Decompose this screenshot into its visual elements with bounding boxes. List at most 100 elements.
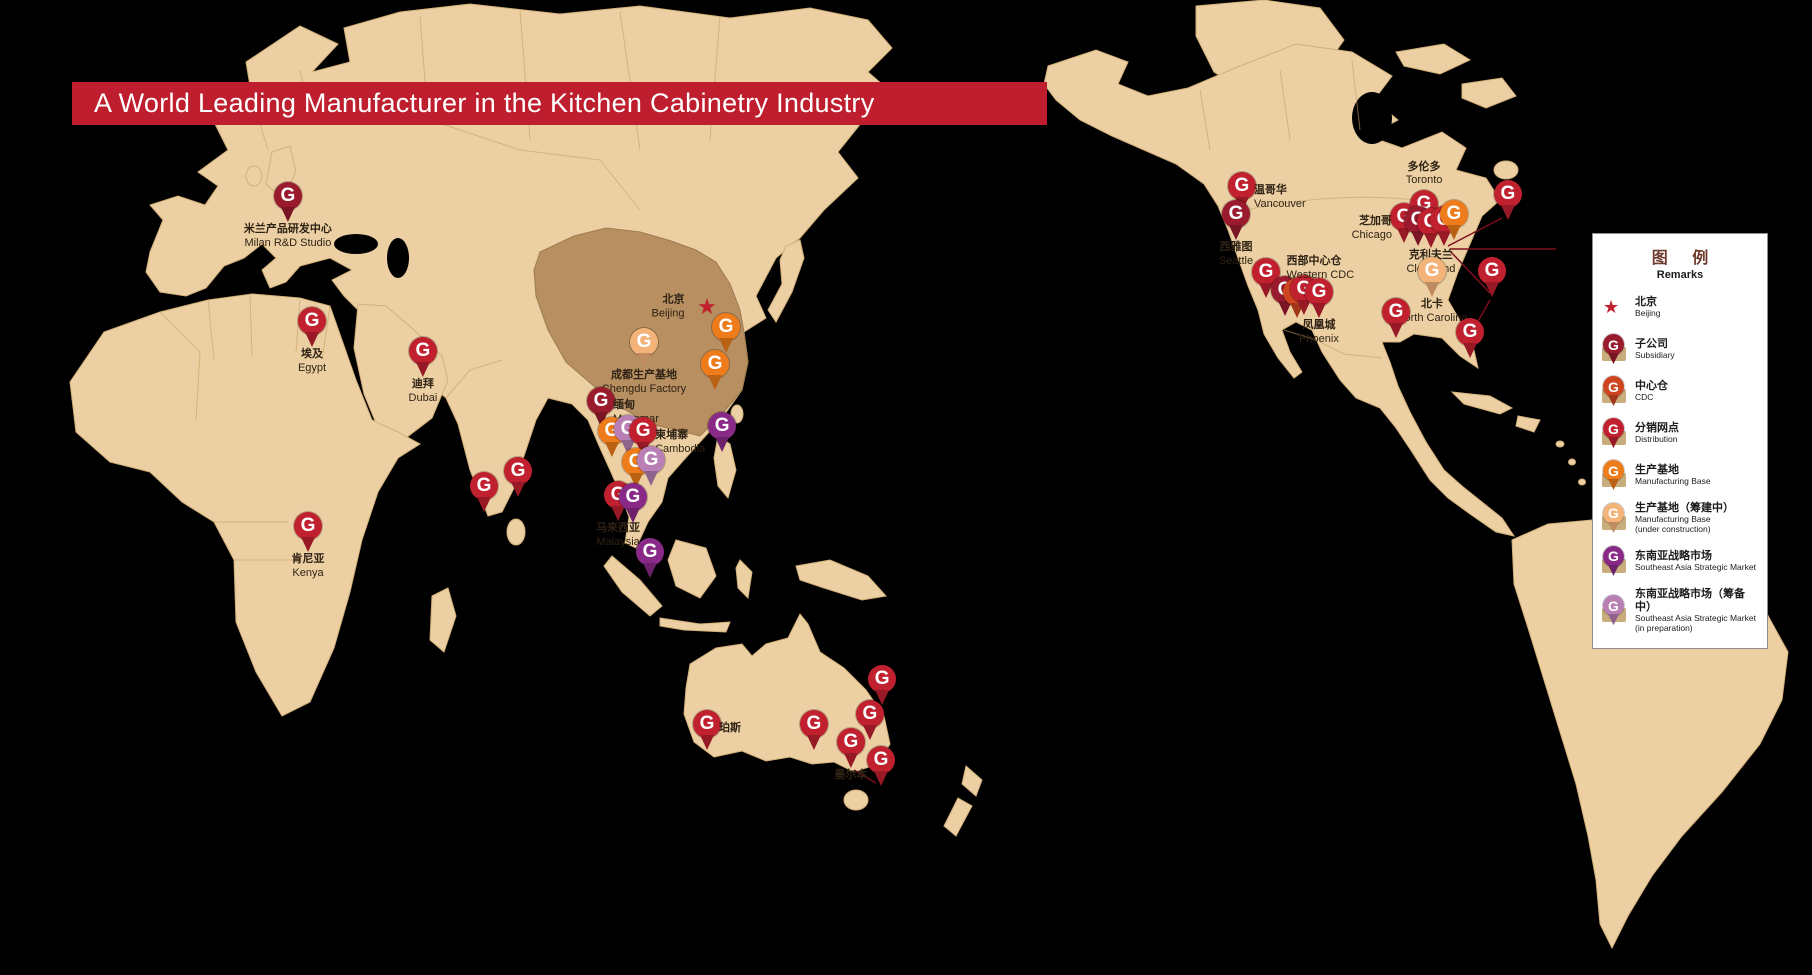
map-label-perth: 珀斯 <box>719 721 742 734</box>
map-pin-chengdu: G 成都生产基地 Chengdu Factory <box>602 327 686 395</box>
map-label-cambodia: 柬埔寨 Cambodia <box>655 428 706 455</box>
map-pin-phoenix: G 凤凰城 Phoenix <box>1299 278 1339 345</box>
legend-item-en: Subsidiary <box>1635 350 1675 361</box>
headline-banner: A World Leading Manufacturer in the Kitc… <box>72 82 1047 125</box>
map-pin-east-callout-north: G <box>1493 179 1523 220</box>
legend-item-cn: 生产基地 <box>1635 464 1679 477</box>
legend-item-en: Manufacturing Base (under construction) <box>1635 514 1711 534</box>
pin-tail <box>1425 281 1440 297</box>
philippines <box>713 435 737 500</box>
japan <box>767 239 805 323</box>
map-label-north-carolina: 北卡 North Carolina <box>1396 297 1468 324</box>
headline-text: A World Leading Manufacturer in the Kitc… <box>94 88 875 118</box>
arctic-island-1 <box>1395 43 1472 75</box>
legend-marker: G <box>1601 502 1627 534</box>
map-pin-china-coast-south: G <box>700 350 730 390</box>
legend-marker: G <box>1601 418 1627 449</box>
map-pin-florida: G <box>1455 318 1485 359</box>
legend-item-cn: 生产基地（筹建中） <box>1635 502 1734 514</box>
g-marker-icon: G <box>855 700 884 729</box>
legend-item-subsidiary: G 子公司 Subsidiary <box>1601 334 1759 365</box>
pin-tail <box>1500 204 1515 220</box>
g-marker-icon: G <box>1304 278 1333 307</box>
g-marker-icon: G <box>708 412 737 440</box>
map-pin-us-east-mfg: G <box>1439 200 1469 241</box>
g-marker-icon: G <box>273 182 302 210</box>
map-pin-malaysia-market: G <box>618 482 648 523</box>
map-label-vancouver: 温哥华 Vancouver <box>1253 183 1306 210</box>
map-pin-egypt: G 埃及 Egypt <box>297 307 327 374</box>
g-marker-icon: G <box>799 709 828 738</box>
madagascar <box>429 587 457 653</box>
map-label-beijing: 北京 Beijing <box>652 293 685 321</box>
beijing-label-en: Beijing <box>651 307 685 320</box>
legend-item-manufacturing_uc: G 生产基地（筹建中） Manufacturing Base (under co… <box>1601 502 1759 535</box>
map-pin-texas: G <box>1381 298 1411 339</box>
legend-item-en: Southeast Asia Strategic Market (in prep… <box>1635 613 1756 633</box>
pin-tail <box>708 375 722 390</box>
map-label-egypt: 埃及 Egypt <box>297 348 327 374</box>
g-marker-icon: G <box>1227 171 1256 200</box>
antilles-2 <box>1568 458 1576 466</box>
continent-australia <box>683 613 891 773</box>
map-pin-tasmania-callout: G <box>866 746 896 787</box>
map-pin-india-south: G <box>503 456 533 497</box>
legend-item-cn: 东南亚战略市场（筹备中） <box>1635 587 1745 613</box>
sri-lanka <box>506 518 526 546</box>
map-label-chicago: 芝加哥 Chicago <box>1351 214 1392 241</box>
g-marker-icon: G <box>868 665 897 694</box>
borneo <box>667 539 717 599</box>
g-marker-icon: G <box>1381 298 1410 327</box>
map-pin-dubai: G 迪拜 Dubai <box>408 337 438 404</box>
g-pin-icon: G <box>1603 595 1625 626</box>
legend-item-distribution: G 分销网点 Distribution <box>1601 418 1759 449</box>
continent-africa <box>69 293 421 717</box>
g-marker-icon: G <box>1478 256 1506 285</box>
g-marker-icon: G <box>618 482 647 511</box>
g-marker-icon: G <box>1418 256 1447 285</box>
legend-marker: G <box>1601 545 1627 577</box>
ireland <box>245 165 263 187</box>
pin-tail <box>280 207 295 222</box>
cuba <box>1450 391 1514 415</box>
g-marker-icon: G <box>866 746 895 775</box>
g-marker-icon: G <box>587 386 616 415</box>
map-pin-perth: G 珀斯 <box>692 709 741 750</box>
g-marker-icon: G <box>1252 257 1281 286</box>
map-pin-adelaide: G <box>799 709 829 750</box>
map-label-kenya: 肯尼亚 Kenya <box>291 553 325 579</box>
legend-marker: G <box>1601 334 1627 365</box>
map-label-milan: 米兰产品研发中心 Milan R&D Studio <box>243 223 332 249</box>
pin-tail <box>715 437 730 452</box>
g-marker-icon: G <box>298 307 327 335</box>
pin-tail <box>305 332 320 347</box>
legend-item-cn: 子公司 <box>1635 338 1668 351</box>
antilles-1 <box>1555 440 1565 448</box>
map-label-toronto: 多伦多 Toronto <box>1405 160 1443 187</box>
pin-tail <box>1446 225 1461 241</box>
g-marker-icon: G <box>712 313 741 342</box>
pin-tail <box>1228 225 1243 241</box>
g-marker-icon: G <box>629 327 658 356</box>
map-pin-seattle: G 西雅图 Seattle <box>1219 200 1253 267</box>
legend-item-se_market: G 东南亚战略市场 Southeast Asia Strategic Marke… <box>1601 545 1759 577</box>
map-pin-cambodia: G 柬埔寨 Cambodia <box>628 416 705 457</box>
g-marker-icon: G <box>629 416 658 445</box>
map-pin-china-coast-north: G <box>711 313 741 354</box>
pin-tail <box>625 507 640 523</box>
legend-item-en: Beijing <box>1635 308 1661 319</box>
g-pin-icon: G <box>1603 545 1625 577</box>
pin-tail <box>873 771 888 787</box>
pin-tail <box>636 352 651 368</box>
tasmania <box>843 789 869 811</box>
pin-tail <box>700 734 715 750</box>
pin-tail <box>1311 303 1326 319</box>
legend-item-beijing: ★ 北京 Beijing <box>1601 292 1759 323</box>
pin-tail <box>843 753 858 768</box>
g-pin-icon: G <box>1603 418 1625 449</box>
legend-item-cn: 东南亚战略市场 <box>1635 549 1712 562</box>
legend-marker: ★ <box>1601 292 1627 323</box>
map-label-phoenix: 凤凰城 Phoenix <box>1299 319 1339 345</box>
legend-title-en: Remarks <box>1656 269 1704 281</box>
